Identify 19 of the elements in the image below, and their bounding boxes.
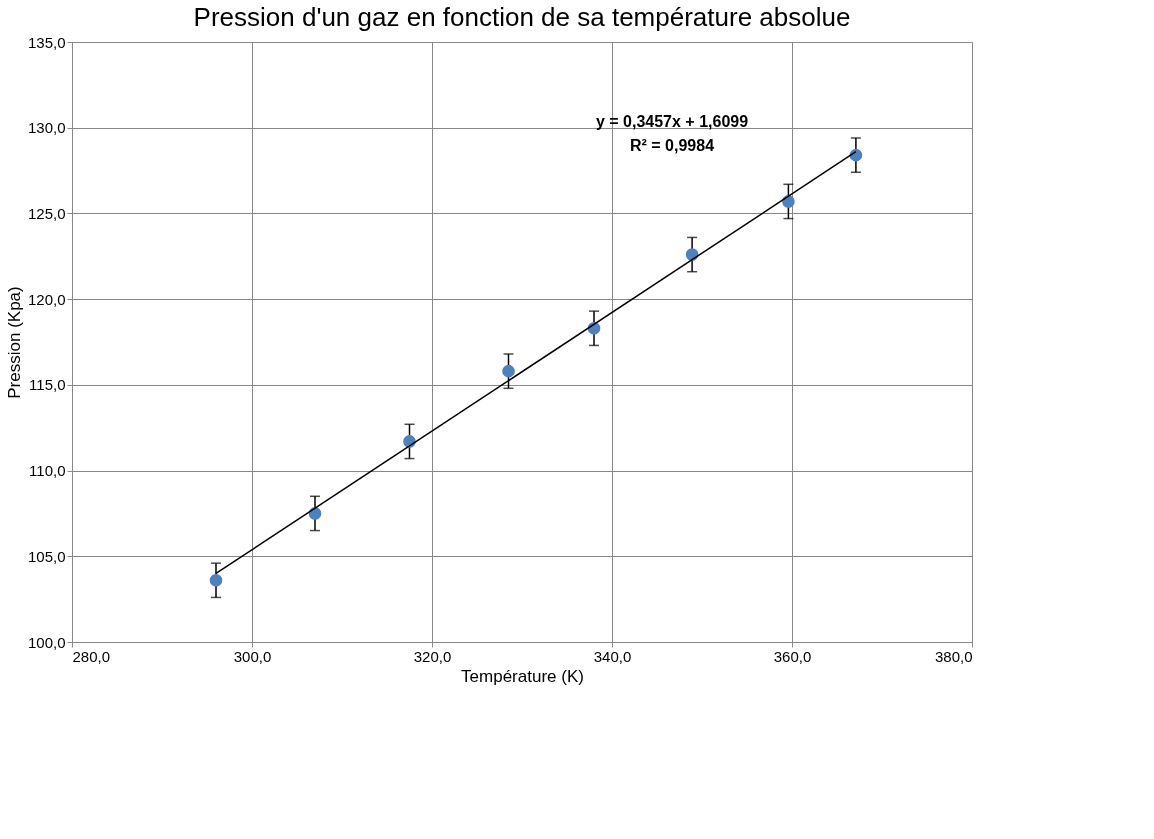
y-tick-label: 100,0 — [27, 633, 66, 651]
x-tick-label: 300,0 — [233, 647, 272, 665]
y-tick-label: 120,0 — [27, 290, 66, 308]
y-tick-label: 115,0 — [29, 376, 66, 394]
y-tick-label: 135,0 — [27, 33, 66, 51]
y-tick-label: 125,0 — [27, 204, 66, 222]
y-tick-label: 110,0 — [29, 462, 66, 480]
y-tick-label: 130,0 — [27, 119, 66, 137]
x-tick-label: 360,0 — [773, 647, 812, 665]
x-tick-label: 380,0 — [934, 647, 973, 665]
x-tick-label: 340,0 — [593, 647, 632, 665]
annotation: y = 0,3457x + 1,6099 — [595, 113, 749, 130]
y-tick-label: 105,0 — [27, 547, 66, 565]
x-axis-title: Température (K) — [461, 666, 584, 686]
annotation: R² = 0,9984 — [629, 137, 715, 154]
x-tick-label: 280,0 — [72, 647, 111, 665]
x-tick-label: 320,0 — [413, 647, 452, 665]
y-axis-title: Pression (Kpa) — [4, 286, 24, 399]
chart-title: Pression d'un gaz en fonction de sa température absolue — [193, 2, 851, 32]
